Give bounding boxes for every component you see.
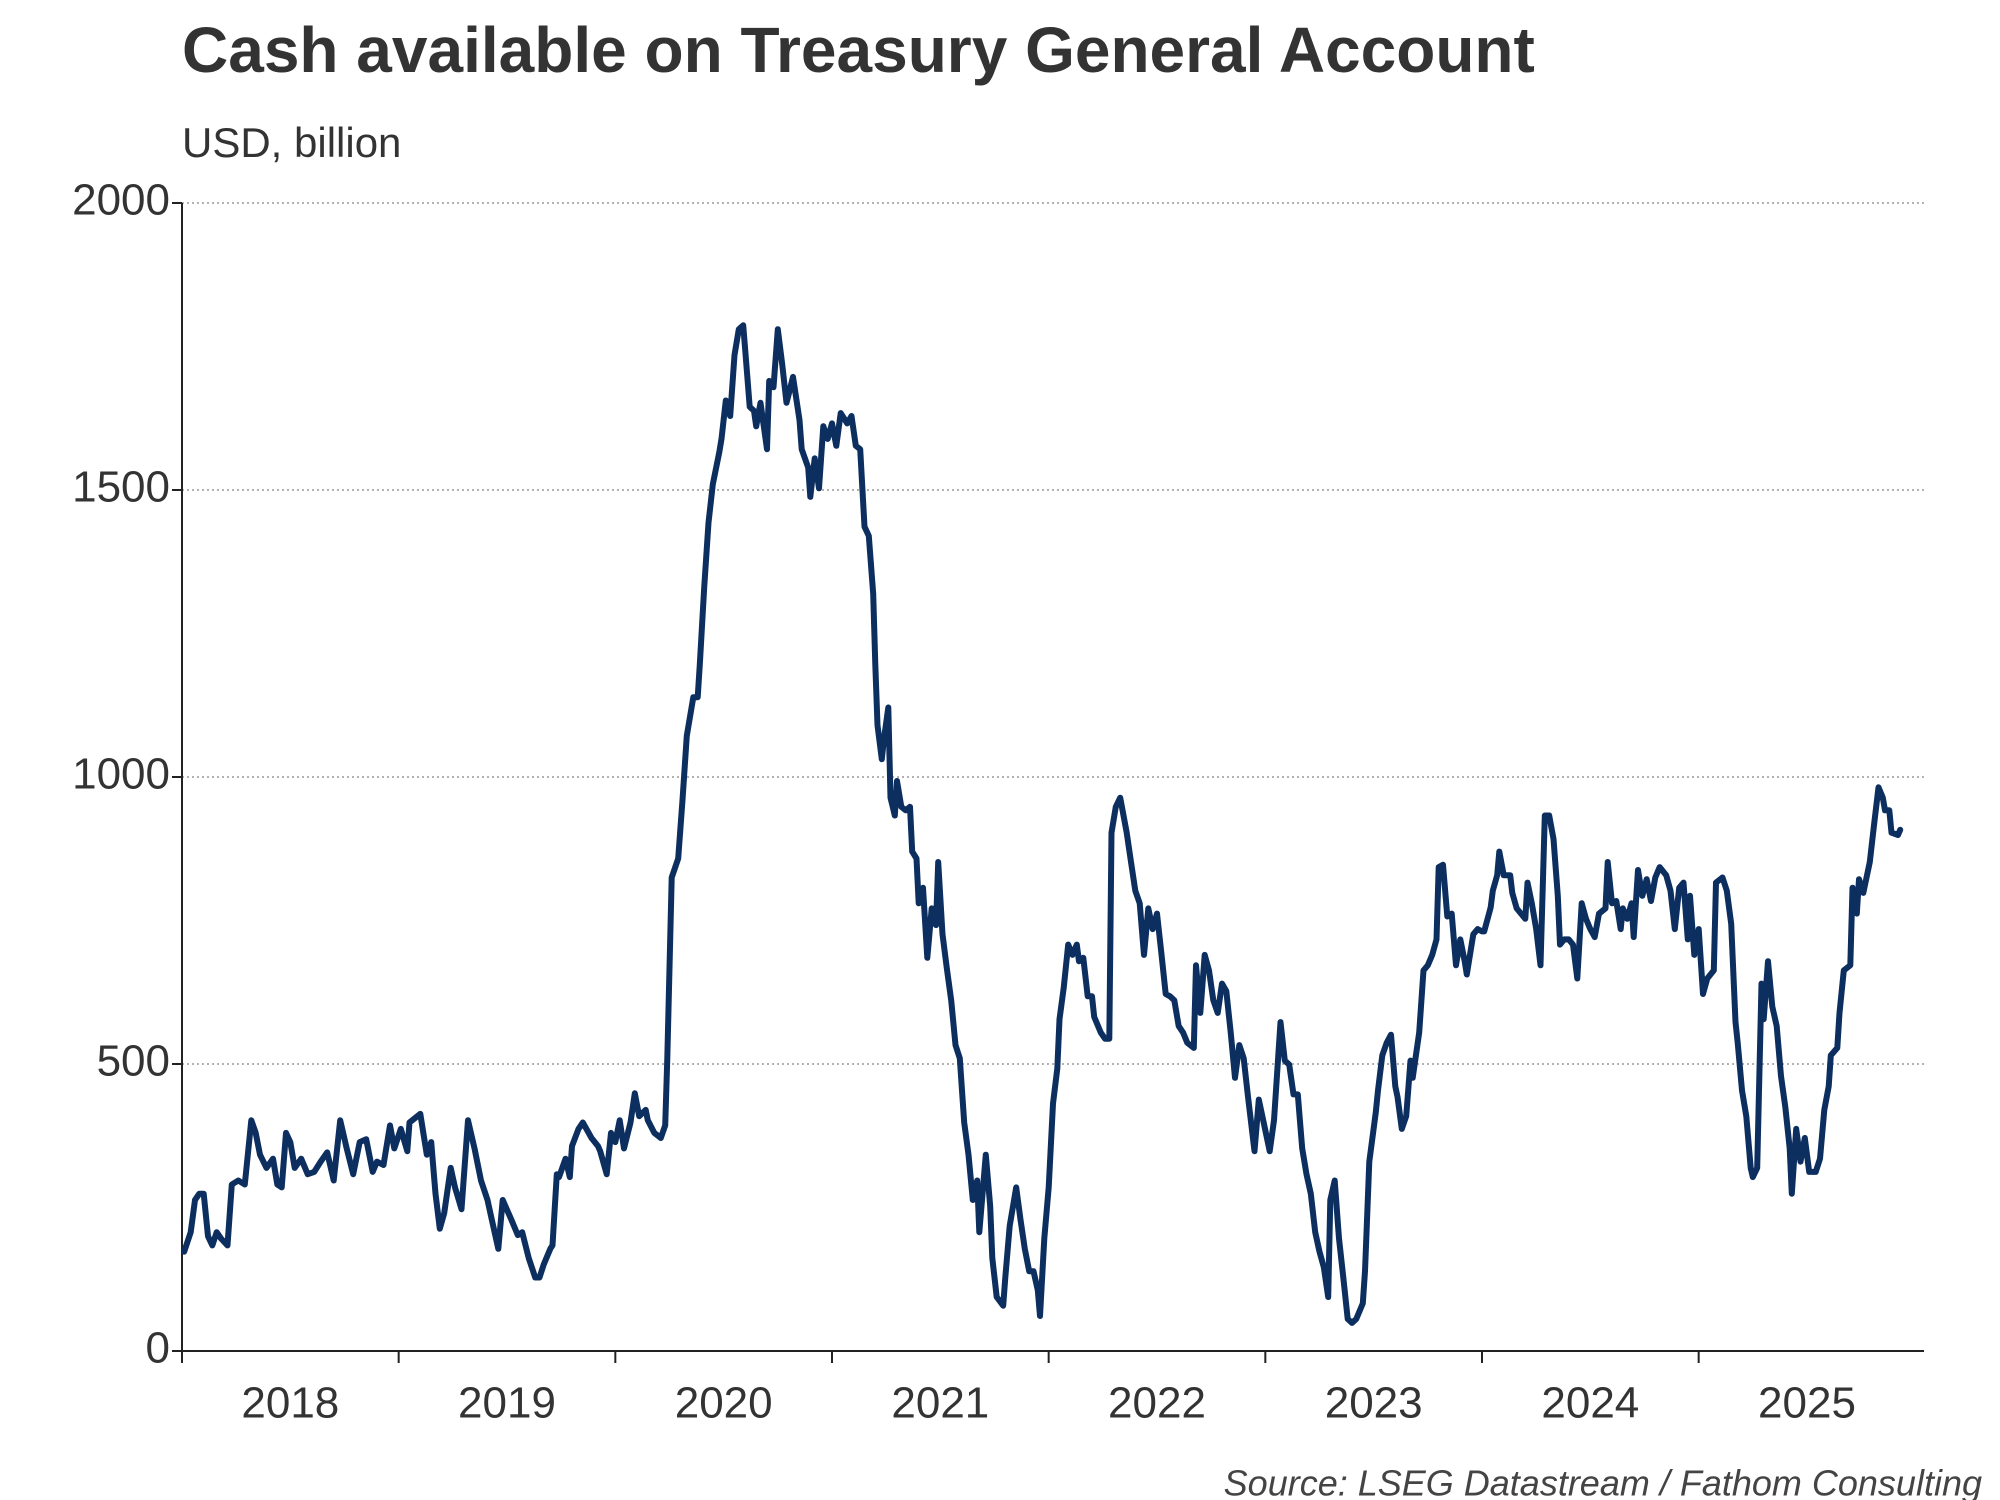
data-line	[181, 322, 1904, 1326]
x-tick-label: 2022	[1108, 1379, 1206, 1428]
y-tick-label: 1500	[72, 463, 170, 512]
chart-subtitle: USD, billion	[182, 119, 401, 166]
x-tick-label: 2024	[1541, 1379, 1639, 1428]
x-tick-label: 2021	[891, 1379, 989, 1428]
x-tick-label: 2019	[458, 1379, 556, 1428]
y-tick-label: 2000	[72, 176, 170, 225]
x-tick-label: 2025	[1758, 1379, 1856, 1428]
chart-title: Cash available on Treasury General Accou…	[182, 14, 1535, 86]
x-tick-label: 2023	[1325, 1379, 1423, 1428]
y-tick-label: 500	[97, 1037, 170, 1086]
y-tick-label: 0	[146, 1324, 170, 1373]
x-tick-label: 2018	[241, 1379, 339, 1428]
x-tick-label: 2020	[675, 1379, 773, 1428]
source-note: Source: LSEG Datastream / Fathom Consult…	[1224, 1463, 1982, 1500]
y-tick-label: 1000	[72, 750, 170, 799]
